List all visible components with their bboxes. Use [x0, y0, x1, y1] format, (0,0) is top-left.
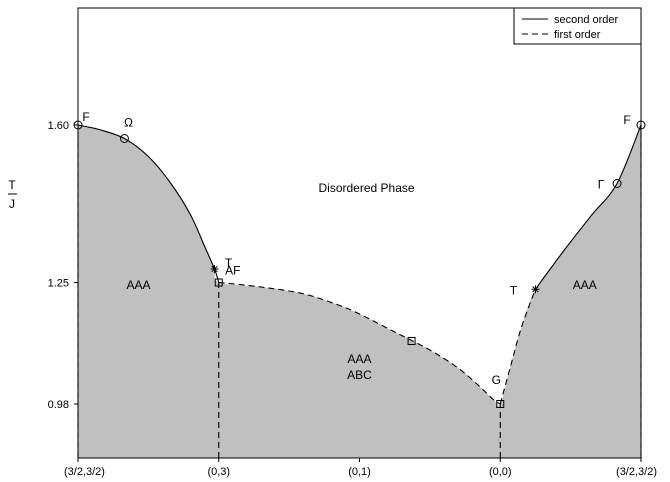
point-marker-0: [73, 120, 83, 130]
x-tick-label-2: (0,1): [348, 466, 371, 478]
region-label-0: Disordered Phase: [319, 181, 415, 195]
point-label-0: F: [82, 110, 89, 124]
point-label-2: T: [225, 256, 233, 270]
region-label-1: AAA: [127, 278, 151, 292]
ordered-region-fill: [78, 125, 641, 458]
point-label-7: Γ: [598, 178, 605, 192]
axes: 0.98 1.25 1.60 (3/2,3/2) (0,3) (0,1) (0,0) (3/2…: [48, 7, 657, 478]
point-marker-4: [407, 337, 416, 345]
legend-label-1: first order: [554, 29, 601, 41]
point-marker-7: [612, 179, 622, 188]
x-tick-label-0: (3/2,3/2): [64, 466, 105, 478]
point-marker-5: [496, 400, 505, 408]
series-line-second-order-0: [77, 124, 220, 283]
series-line-first-order-0: [218, 281, 501, 405]
ordered-phase-fill: [78, 125, 641, 458]
y-tick-label-1: 1.25: [48, 278, 69, 290]
point-label-3: AF: [225, 264, 240, 278]
point-label-1: Ω: [124, 116, 133, 130]
point-marker-2: [210, 265, 219, 273]
legend: second order first order: [513, 7, 642, 45]
legend-label-0: second order: [554, 14, 619, 26]
annotations: Disordered Phase AAA AAA ABC AAA: [127, 181, 597, 382]
point-marker-6: [531, 285, 540, 294]
y-axis-label-bottom: J: [9, 197, 15, 211]
region-label-2: AAA: [347, 352, 371, 366]
point-marker-3: [214, 278, 223, 287]
region-label-3: ABC: [347, 368, 372, 382]
series-line-first-order-1: [499, 289, 536, 405]
point-marker-1: [119, 134, 129, 143]
x-tick-label-1: (0,3): [207, 466, 230, 478]
point-label-6: T: [510, 283, 518, 297]
y-axis-label: T J: [8, 178, 17, 211]
y-tick-label-2: 1.60: [48, 120, 69, 132]
y-axis-label-top: T: [8, 178, 16, 192]
point-marker-8: [636, 120, 646, 130]
point-label-8: F: [623, 113, 630, 127]
region-label-4: AAA: [573, 278, 597, 292]
x-tick-label-3: (0,0): [489, 466, 512, 478]
y-tick-label-0: 0.98: [48, 399, 69, 411]
x-tick-label-4: (3/2,3/2): [616, 466, 657, 478]
legend-box: [513, 7, 642, 45]
point-label-5: G: [492, 373, 501, 387]
series-line-second-order-1: [534, 124, 642, 290]
